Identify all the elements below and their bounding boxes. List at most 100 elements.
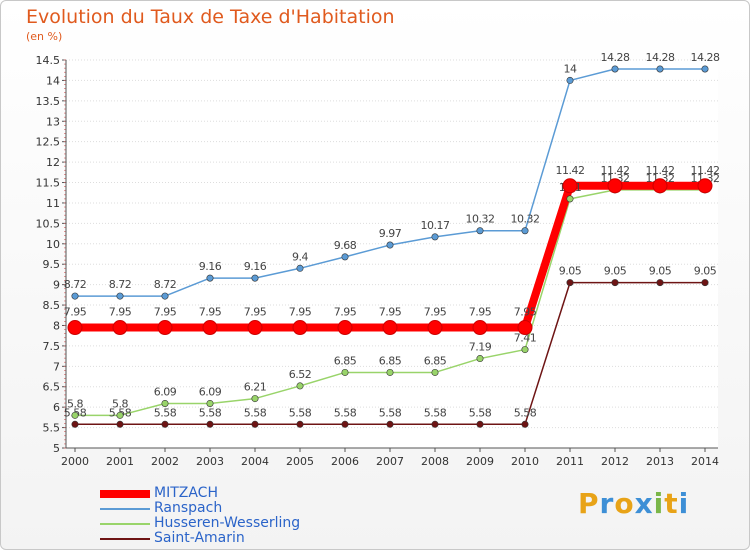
- data-point: [341, 253, 349, 261]
- data-point: [296, 420, 304, 428]
- data-point: [206, 399, 214, 407]
- data-point: [697, 178, 713, 194]
- data-label: 6.85: [424, 354, 447, 367]
- data-label: 5.58: [199, 406, 222, 419]
- data-label: 9.05: [694, 265, 717, 278]
- logo-letter: P: [578, 487, 600, 520]
- data-point: [517, 320, 533, 336]
- data-point: [431, 368, 439, 376]
- chart-unit-label: (en %): [26, 30, 63, 43]
- data-label: 11.42: [646, 164, 675, 177]
- data-point: [247, 320, 263, 336]
- data-point: [611, 279, 619, 287]
- x-tick-label: 2011: [556, 455, 584, 468]
- data-label: 14.28: [646, 51, 675, 64]
- data-point: [431, 420, 439, 428]
- data-point: [427, 320, 443, 336]
- data-label: 8.72: [109, 278, 132, 291]
- data-label: 5.58: [424, 406, 447, 419]
- y-tick-label: 9: [53, 279, 60, 292]
- data-label: 7.95: [244, 306, 267, 319]
- data-label: 7.95: [64, 306, 87, 319]
- data-label: 7.95: [154, 306, 177, 319]
- data-point: [431, 233, 439, 241]
- data-point: [701, 279, 709, 287]
- y-tick-label: 7.5: [43, 340, 61, 353]
- y-tick-label: 10: [46, 238, 60, 251]
- y-tick-label: 13.5: [36, 95, 61, 108]
- data-point: [607, 178, 623, 194]
- data-point: [251, 274, 259, 282]
- data-label: 9.68: [334, 239, 357, 252]
- data-point: [611, 65, 619, 73]
- data-point: [521, 227, 529, 235]
- data-label: 10.32: [511, 213, 540, 226]
- data-label: 7.95: [334, 306, 357, 319]
- data-label: 8.72: [154, 278, 177, 291]
- data-point: [652, 178, 668, 194]
- logo-letter: t: [664, 487, 679, 520]
- data-label: 7.95: [424, 306, 447, 319]
- data-point: [562, 178, 578, 194]
- data-label: 9.05: [649, 265, 672, 278]
- data-label: 6.85: [379, 354, 402, 367]
- legend-swatch: [100, 490, 150, 498]
- x-tick-label: 2008: [421, 455, 449, 468]
- data-label: 11.42: [601, 164, 630, 177]
- data-label: 11.42: [691, 164, 720, 177]
- legend-swatch: [100, 508, 150, 510]
- data-point: [206, 420, 214, 428]
- plot-area: [66, 60, 718, 448]
- data-label: 5.8: [112, 397, 128, 410]
- x-tick-label: 2005: [286, 455, 314, 468]
- data-point: [566, 195, 574, 203]
- data-point: [116, 292, 124, 300]
- data-point: [157, 320, 173, 336]
- data-point: [386, 241, 394, 249]
- data-label: 5.58: [469, 406, 492, 419]
- data-point: [566, 76, 574, 84]
- y-tick-label: 9.5: [43, 258, 61, 271]
- data-point: [116, 411, 124, 419]
- x-tick-label: 2000: [61, 455, 89, 468]
- data-label: 9.05: [559, 265, 582, 278]
- data-label: 6.52: [289, 368, 312, 381]
- x-tick-label: 2004: [241, 455, 269, 468]
- data-point: [161, 420, 169, 428]
- data-point: [656, 65, 664, 73]
- data-label: 14.28: [691, 51, 720, 64]
- data-point: [337, 320, 353, 336]
- y-tick-label: 11.5: [36, 177, 61, 190]
- logo-letter: i: [678, 487, 690, 520]
- data-label: 9.16: [244, 260, 267, 273]
- legend-label: Ranspach: [154, 500, 223, 516]
- data-label: 9.97: [379, 227, 402, 240]
- data-point: [386, 368, 394, 376]
- data-label: 5.58: [379, 406, 402, 419]
- logo-letter: i: [653, 487, 665, 520]
- chart-title: Evolution du Taux de Taxe d'Habitation: [26, 6, 395, 28]
- data-label: 10.32: [466, 213, 495, 226]
- data-point: [566, 279, 574, 287]
- data-point: [701, 65, 709, 73]
- data-label: 9.05: [604, 265, 627, 278]
- data-point: [161, 399, 169, 407]
- data-point: [656, 279, 664, 287]
- data-point: [202, 320, 218, 336]
- data-point: [251, 420, 259, 428]
- data-point: [71, 420, 79, 428]
- data-point: [472, 320, 488, 336]
- data-point: [521, 346, 529, 354]
- x-tick-label: 2006: [331, 455, 359, 468]
- data-point: [292, 320, 308, 336]
- y-tick-label: 6.5: [43, 381, 61, 394]
- data-point: [386, 420, 394, 428]
- y-tick-label: 14: [46, 74, 60, 87]
- logo-letter: x: [634, 487, 654, 520]
- y-tick-label: 11: [46, 197, 60, 210]
- x-tick-label: 2010: [511, 455, 539, 468]
- y-tick-label: 8: [53, 319, 60, 332]
- data-point: [476, 420, 484, 428]
- x-tick-label: 2012: [601, 455, 629, 468]
- data-label: 9.16: [199, 260, 222, 273]
